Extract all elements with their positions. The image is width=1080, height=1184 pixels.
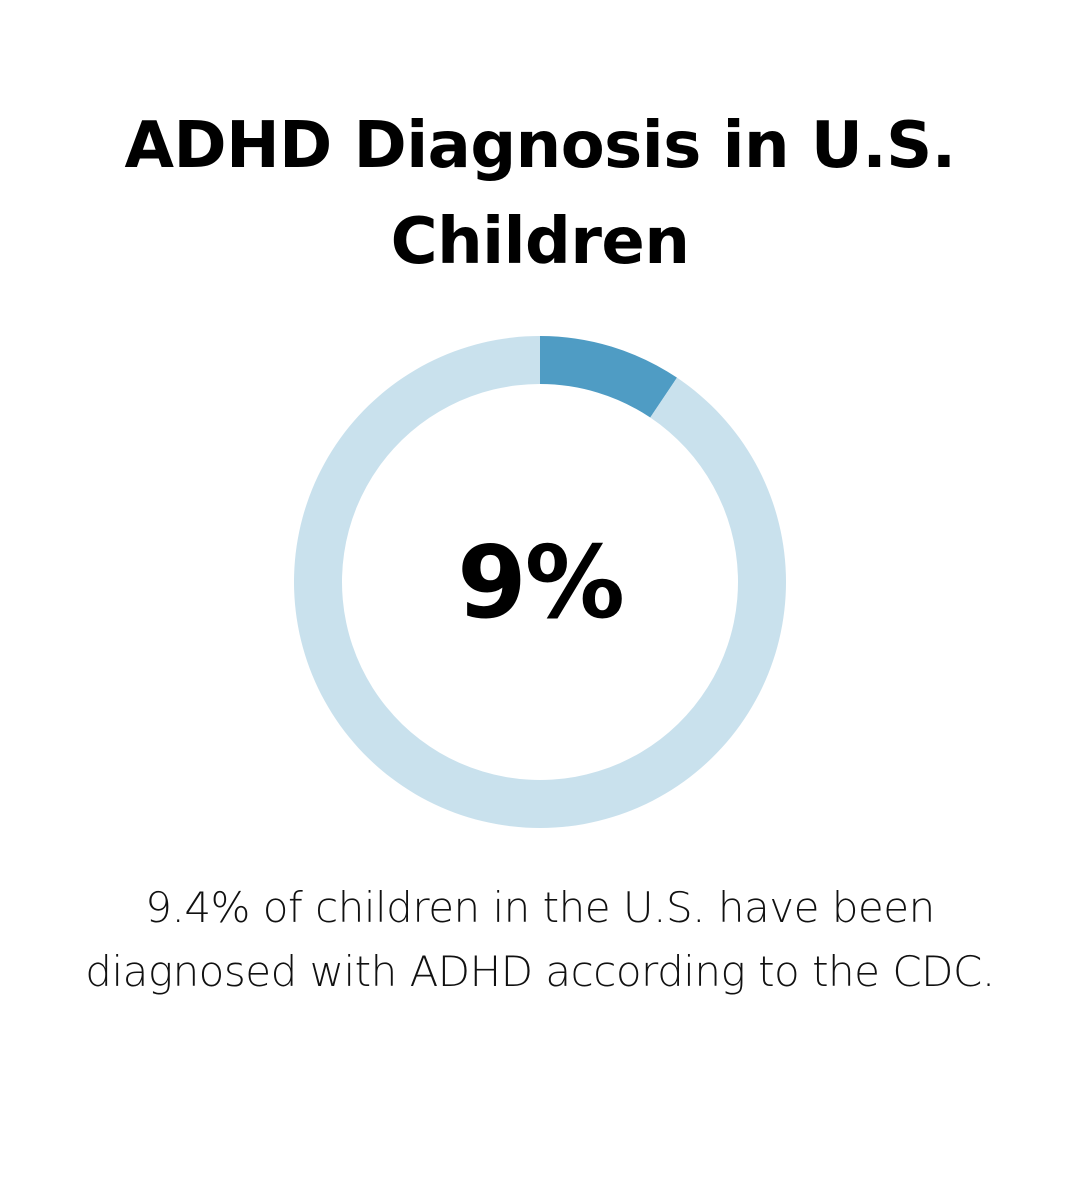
donut-slice-highlight: [540, 336, 677, 418]
chart-caption: 9.4% of children in the U.S. have been d…: [85, 883, 995, 996]
donut-slice-remainder: [294, 336, 786, 828]
donut-chart: 9%: [290, 332, 790, 832]
page-title: ADHD Diagnosis in U.S. Children: [124, 109, 956, 279]
donut-chart-svg: [294, 336, 786, 828]
